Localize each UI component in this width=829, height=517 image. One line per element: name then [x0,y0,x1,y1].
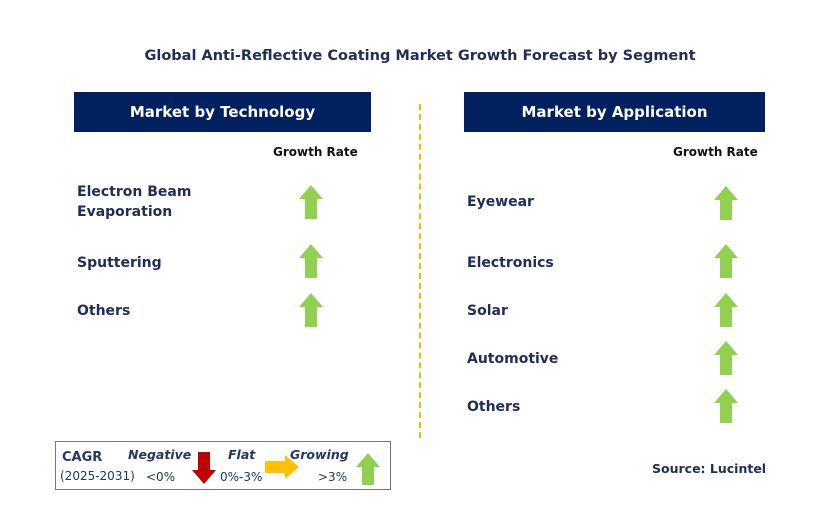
legend: CAGR (2025-2031) Negative <0% Flat 0%-3%… [55,441,391,490]
application-item: Automotive [467,351,559,367]
application-growth-label: Growth Rate [673,145,758,159]
application-header: Market by Application [464,92,765,132]
growth-arrow-up-icon [714,186,738,220]
arrow-down-icon [192,452,216,484]
technology-item: Sputtering [77,255,162,271]
application-item: Eyewear [467,194,534,210]
arrow-up-icon [356,453,380,485]
legend-growing: Growing [290,447,349,462]
technology-header: Market by Technology [74,92,371,132]
technology-item: Electron Beam Evaporation [77,184,192,220]
legend-negative: Negative [128,447,192,462]
legend-flat-range: 0%-3% [220,470,263,484]
legend-flat: Flat [228,447,256,462]
growth-arrow-up-icon [299,185,323,219]
divider [419,104,421,438]
application-item: Others [467,399,521,415]
growth-arrow-up-icon [299,293,323,327]
application-item: Electronics [467,255,554,271]
growth-arrow-up-icon [714,341,738,375]
growth-arrow-up-icon [714,244,738,278]
legend-period: (2025-2031) [60,469,135,483]
arrow-right-icon [265,455,299,479]
legend-growing-range: >3% [318,470,348,484]
legend-negative-range: <0% [146,470,176,484]
growth-arrow-up-icon [714,389,738,423]
legend-cagr: CAGR [62,450,103,465]
growth-arrow-up-icon [714,293,738,327]
page-title: Global Anti-Reflective Coating Market Gr… [144,48,696,64]
source: Source: Lucintel [652,461,767,476]
technology-item: Others [77,303,131,319]
technology-growth-label: Growth Rate [273,145,358,159]
growth-arrow-up-icon [299,244,323,278]
application-item: Solar [467,303,508,319]
